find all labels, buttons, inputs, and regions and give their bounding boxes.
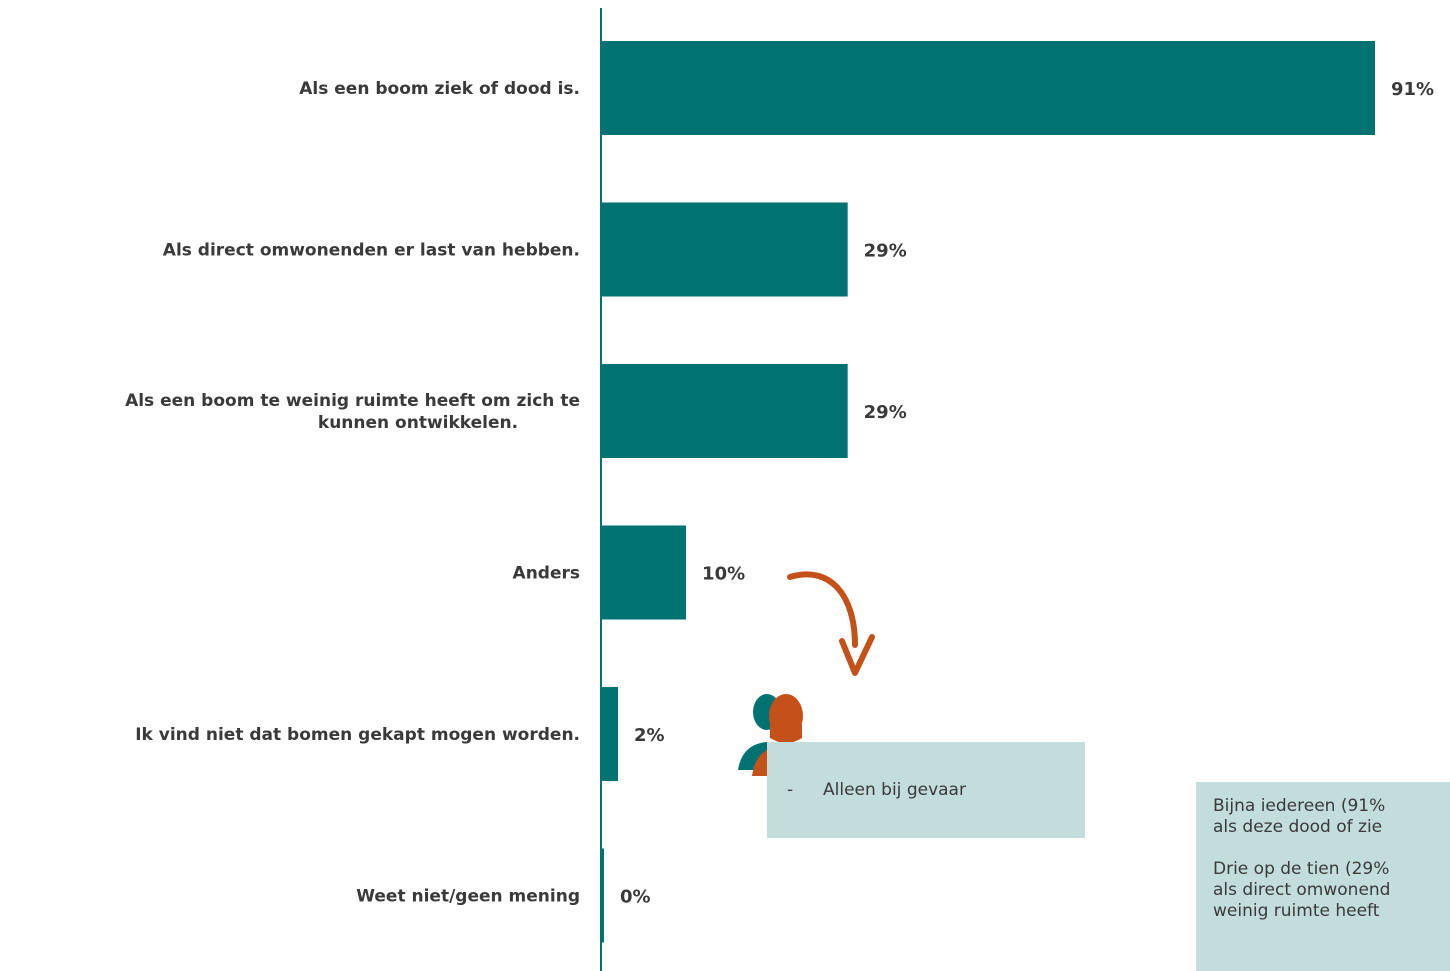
summary-box: Bijna iedereen (91% als deze dood of zie… bbox=[1196, 782, 1450, 971]
category-label-4: Ik vind niet dat bomen gekapt mogen word… bbox=[135, 725, 580, 745]
category-label-line: Als een boom ziek of dood is. bbox=[299, 79, 580, 99]
category-label-line: kunnen ontwikkelen. bbox=[318, 413, 518, 433]
summary-line: als deze dood of zie bbox=[1213, 817, 1383, 837]
summary-paragraph-1: Bijna iedereen (91% als deze dood of zie bbox=[1196, 782, 1450, 838]
summary-line: Drie op de tien (29% bbox=[1213, 859, 1390, 879]
category-label-0: Als een boom ziek of dood is. bbox=[299, 79, 580, 99]
bar-0 bbox=[601, 41, 1375, 135]
callout-text: Alleen bij gevaar bbox=[823, 780, 966, 800]
category-label-line: Ik vind niet dat bomen gekapt mogen word… bbox=[135, 725, 580, 745]
value-label-2: 29% bbox=[864, 402, 907, 423]
value-label-3: 10% bbox=[702, 564, 745, 585]
value-label-5: 0% bbox=[620, 887, 651, 908]
category-label-2: Als een boom te weinig ruimte heeft om z… bbox=[125, 391, 580, 433]
bar-5 bbox=[601, 848, 604, 943]
category-label-line: Als een boom te weinig ruimte heeft om z… bbox=[125, 391, 580, 411]
category-label-line: Weet niet/geen mening bbox=[356, 887, 580, 907]
bar-1 bbox=[601, 202, 848, 297]
category-label-5: Weet niet/geen mening bbox=[356, 887, 580, 907]
category-label-line: Anders bbox=[513, 564, 580, 584]
other-answers-callout: - Alleen bij gevaar bbox=[767, 742, 1085, 838]
summary-paragraph-2: Drie op de tien (29% als direct omwonend… bbox=[1196, 859, 1450, 922]
bar-2 bbox=[601, 364, 848, 458]
value-label-1: 29% bbox=[864, 241, 907, 262]
bar-3 bbox=[601, 525, 687, 620]
bars-group: 91% Als een boom ziek of dood is. 29% Als d… bbox=[125, 41, 1434, 943]
value-label-0: 91% bbox=[1391, 79, 1434, 100]
bullet-dash: - bbox=[787, 780, 794, 800]
category-label-3: Anders bbox=[513, 564, 580, 584]
category-label-1: Als direct omwonenden er last van hebben… bbox=[163, 241, 580, 261]
bar-4 bbox=[601, 687, 619, 781]
category-label-line: Als direct omwonenden er last van hebben… bbox=[163, 241, 580, 261]
curved-arrow-icon bbox=[787, 571, 875, 676]
summary-line: weinig ruimte heeft bbox=[1213, 901, 1380, 921]
value-label-4: 2% bbox=[634, 725, 665, 746]
summary-line: Bijna iedereen (91% bbox=[1213, 796, 1386, 816]
callout-item: - Alleen bij gevaar bbox=[787, 780, 966, 800]
summary-line: als direct omwonend bbox=[1213, 880, 1391, 900]
